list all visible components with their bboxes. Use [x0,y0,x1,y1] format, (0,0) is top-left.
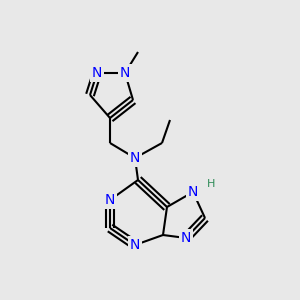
Text: N: N [120,66,130,80]
Text: N: N [92,66,102,80]
Text: N: N [181,231,191,245]
Text: N: N [188,185,198,199]
Text: N: N [130,151,140,165]
Text: N: N [105,193,115,207]
Text: N: N [130,238,140,252]
Text: H: H [207,179,215,189]
